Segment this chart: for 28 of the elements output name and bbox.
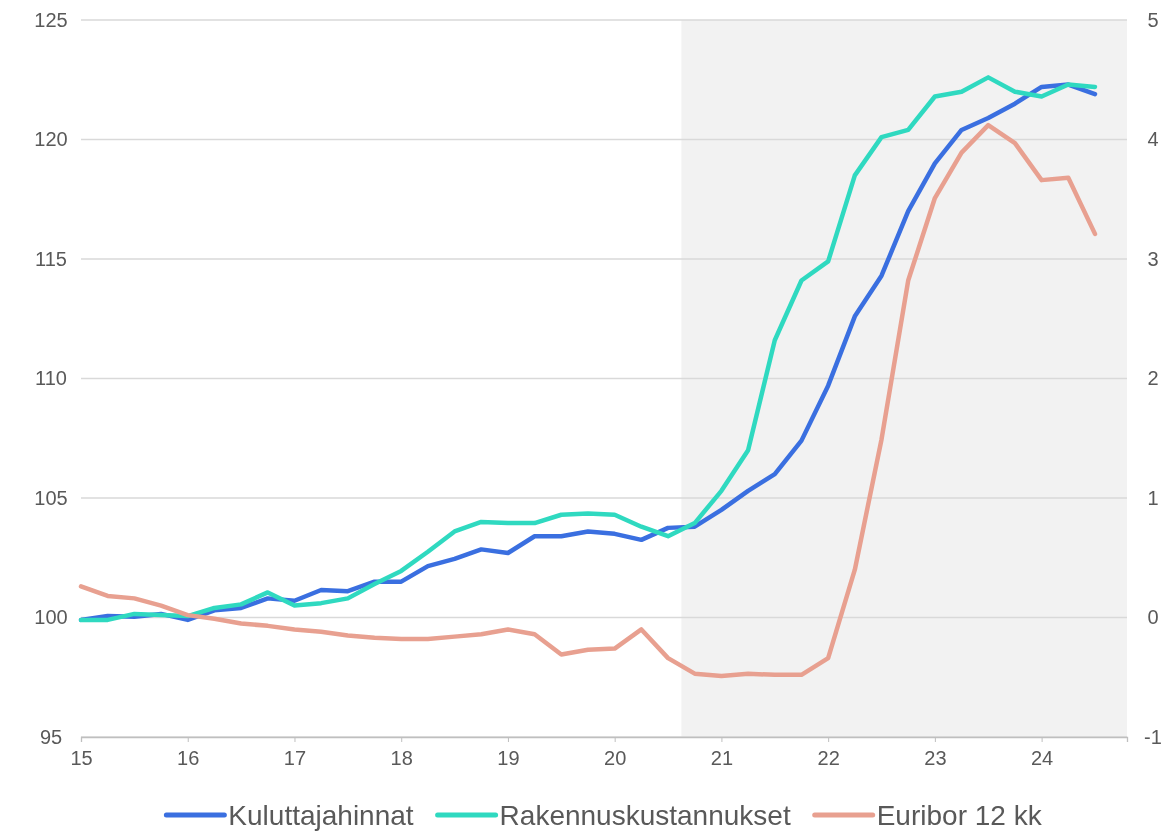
x-tick-label: 23 xyxy=(924,747,947,769)
x-tick-label: 19 xyxy=(497,747,520,769)
y-tick-label: 115 xyxy=(35,247,67,270)
y2-tick-label: -1 xyxy=(1144,725,1162,748)
x-tick-label: 24 xyxy=(1030,747,1054,769)
x-tick-label: 17 xyxy=(283,747,307,769)
y2-tick-label: 1 xyxy=(1147,486,1159,509)
x-tick-label: 21 xyxy=(710,747,734,769)
y-tick-label: 105 xyxy=(34,486,68,509)
y2-tick-label: 0 xyxy=(1147,606,1159,629)
x-tick-label: 18 xyxy=(390,747,413,769)
legend-label: Rakennuskustannukset xyxy=(499,800,791,831)
x-tick-label: 20 xyxy=(604,747,627,769)
y-tick-label: 100 xyxy=(34,606,68,629)
x-tick-label: 15 xyxy=(70,747,93,769)
y-tick-label: 125 xyxy=(34,8,68,31)
y2-tick-label: 3 xyxy=(1147,247,1159,270)
y2-tick-label: 5 xyxy=(1147,8,1159,31)
y2-tick-label: 4 xyxy=(1147,128,1159,151)
line-series xyxy=(78,122,1098,679)
legend-label: Kuluttajahinnat xyxy=(228,800,414,831)
y-tick-label: 120 xyxy=(34,128,68,151)
y2-tick-label: 2 xyxy=(1147,367,1159,390)
y-tick-label: 95 xyxy=(39,725,63,748)
legend-label: Euribor 12 kk xyxy=(876,800,1043,831)
x-tick-label: 16 xyxy=(177,747,200,769)
x-tick-label: 22 xyxy=(817,747,840,769)
y-tick-label: 110 xyxy=(35,367,67,390)
